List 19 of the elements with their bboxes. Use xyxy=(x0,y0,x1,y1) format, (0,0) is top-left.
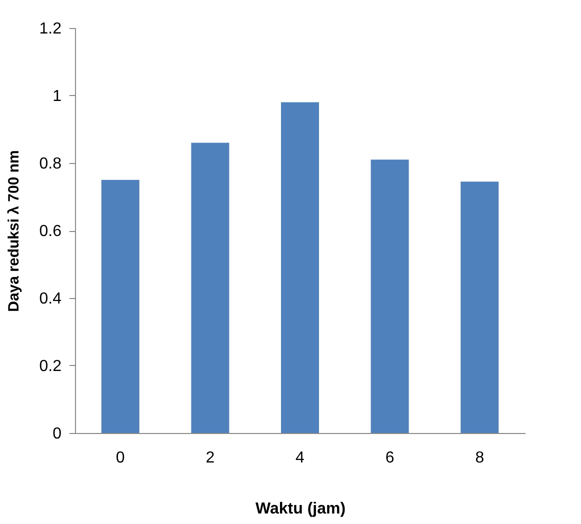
x-axis-title: Waktu (jam) xyxy=(255,500,346,518)
bar xyxy=(281,102,319,433)
y-tick-label: 1.2 xyxy=(39,20,62,38)
bar xyxy=(370,160,409,433)
bar xyxy=(101,180,140,433)
x-tick-label: 0 xyxy=(116,450,125,466)
x-tick-label: 8 xyxy=(475,450,484,466)
bar xyxy=(191,142,230,433)
y-axis-title: Daya reduksi λ 700 nm xyxy=(5,150,22,312)
y-tick-label: 0.8 xyxy=(39,156,62,172)
x-tick-label: 4 xyxy=(296,450,305,466)
y-tick-label: 0 xyxy=(52,426,62,442)
y-tick-label: 0.6 xyxy=(39,223,62,240)
y-tick-label: 1 xyxy=(52,88,62,105)
y-tick-label: 0.4 xyxy=(39,290,62,308)
x-tick-label: 6 xyxy=(385,450,394,466)
x-tick-label: 2 xyxy=(206,450,215,466)
bar xyxy=(460,182,499,433)
y-tick-label: 0.2 xyxy=(39,358,62,375)
